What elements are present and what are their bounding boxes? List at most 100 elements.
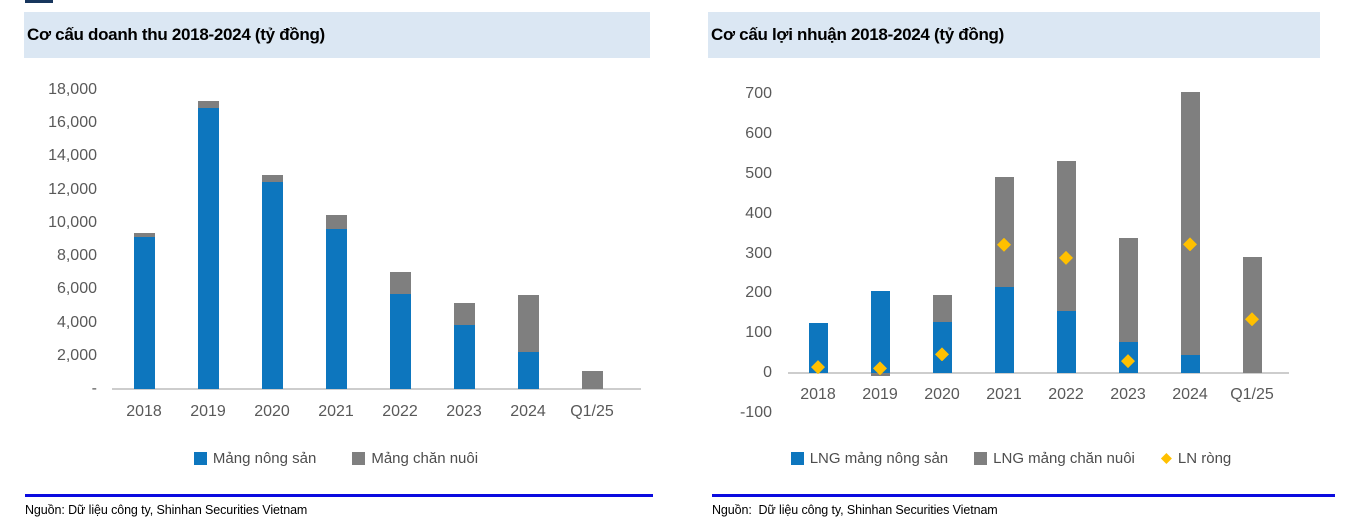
y-tick-label: 12,000 [48, 180, 97, 198]
x-tick-label: 2019 [190, 403, 226, 420]
bar-segment [1180, 354, 1200, 374]
footer-divider [712, 494, 1335, 497]
x-axis-line [788, 372, 1289, 375]
bar-segment [453, 325, 475, 389]
legend-item: Mảng chăn nuôi [352, 450, 478, 467]
legend-label: Mảng nông sản [212, 450, 317, 467]
x-tick-label: 2018 [126, 403, 162, 420]
revenue-chart-title: Cơ cấu doanh thu 2018-2024 (tỷ đồng) [27, 25, 325, 44]
legend-label: LNG mảng nông sản [809, 450, 949, 467]
bar-segment [133, 232, 155, 237]
bar-segment [808, 323, 828, 374]
net-profit-marker [1059, 250, 1073, 265]
x-tick-label: 2023 [1110, 386, 1146, 403]
net-profit-marker [811, 360, 825, 375]
y-tick-label: 700 [745, 85, 772, 102]
y-tick-label: 16,000 [48, 114, 97, 132]
net-profit-marker [873, 361, 887, 376]
bar-segment [197, 100, 219, 109]
profit-chart-title-band: Cơ cấu lợi nhuận 2018-2024 (tỷ đồng) [708, 12, 1320, 58]
net-profit-marker [935, 347, 949, 362]
x-tick-label: 2022 [1048, 386, 1084, 403]
y-tick-label: 500 [745, 164, 772, 182]
square-swatch-icon [352, 452, 366, 465]
revenue-chart-panel: Cơ cấu doanh thu 2018-2024 (tỷ đồng) - 2,… [0, 0, 672, 532]
legend-label: LN ròng [1177, 450, 1232, 467]
bar-segment [389, 271, 411, 295]
bar-segment [261, 182, 283, 389]
x-tick-label: 2018 [800, 386, 836, 403]
bar-segment [325, 228, 347, 389]
y-tick-label: 6,000 [56, 280, 97, 298]
net-profit-marker [1121, 354, 1135, 369]
legend-item: LN ròng [1160, 450, 1232, 467]
y-tick-label: 0 [763, 364, 772, 382]
profit-chart-panel: Cơ cấu lợi nhuận 2018-2024 (tỷ đồng) -10… [675, 0, 1347, 532]
bar-segment [994, 177, 1014, 287]
bar-segment [1056, 311, 1076, 374]
x-tick-label: Q1/25 [1230, 386, 1274, 403]
bar-segment [994, 286, 1014, 374]
diamond-swatch-icon [1160, 453, 1172, 464]
legend-item: Mảng nông sản [193, 450, 317, 467]
bar-segment [261, 174, 283, 183]
y-tick-label: 10,000 [48, 213, 97, 231]
bar-segment [197, 108, 219, 389]
net-profit-marker [1245, 312, 1259, 327]
profit-chart-title: Cơ cấu lợi nhuận 2018-2024 (tỷ đồng) [711, 25, 1004, 44]
bar-segment [1118, 238, 1138, 343]
square-swatch-icon [790, 452, 804, 465]
bar-segment [581, 370, 603, 389]
bar-segment [517, 295, 539, 352]
x-tick-label: 2021 [318, 403, 354, 420]
net-profit-marker [1183, 237, 1197, 252]
page-border-fragment [25, 0, 53, 3]
y-tick-label: 14,000 [48, 147, 97, 165]
profit-chart-legend: LNG mảng nông sản LNG mảng chăn nuôi LN rò… [675, 450, 1347, 467]
bar-segment [870, 291, 890, 374]
source-note: Nguồn: Dữ liệu công ty, Shinhan Securiti… [25, 503, 308, 517]
net-profit-marker [997, 237, 1011, 252]
x-tick-label: 2019 [862, 386, 898, 403]
revenue-chart-legend: Mảng nông sản Mảng chăn nuôi [0, 450, 672, 467]
x-tick-label: 2024 [1172, 386, 1208, 403]
legend-label: Mảng chăn nuôi [371, 450, 479, 467]
bar-segment [932, 295, 952, 323]
revenue-chart-title-band: Cơ cấu doanh thu 2018-2024 (tỷ đồng) [24, 12, 650, 58]
footer-divider [25, 494, 653, 497]
bar-segment [325, 215, 347, 229]
x-tick-label: 2020 [254, 403, 290, 420]
legend-item: LNG mảng nông sản [790, 450, 949, 467]
bar-segment [1056, 160, 1076, 312]
y-tick-label: 8,000 [56, 247, 97, 265]
y-tick-label: - [91, 380, 97, 397]
legend-label: LNG mảng chăn nuôi [993, 450, 1135, 467]
y-tick-label: 600 [745, 124, 772, 142]
x-tick-label: 2022 [382, 403, 418, 420]
y-tick-label: 4,000 [56, 313, 97, 331]
bar-segment [453, 303, 475, 326]
y-tick-label: 2,000 [56, 346, 97, 364]
y-tick-label: 18,000 [48, 81, 97, 98]
x-tick-label: 2023 [446, 403, 482, 420]
bar-segment [389, 294, 411, 389]
legend-item: LNG mảng chăn nuôi [974, 450, 1135, 467]
x-tick-label: Q1/25 [570, 403, 614, 420]
x-axis-line [112, 388, 641, 390]
bar-segment [133, 237, 155, 389]
square-swatch-icon [974, 452, 988, 465]
y-tick-label: 200 [745, 284, 772, 302]
square-swatch-icon [193, 452, 207, 465]
y-tick-label: 100 [745, 324, 772, 342]
y-tick-label: 400 [745, 204, 772, 222]
profit-chart: -100 0 100 200 300 400 500 600 700 2018 2019 2020 20… [675, 0, 1347, 532]
x-tick-label: 2020 [924, 386, 960, 403]
revenue-chart: - 2,000 4,000 6,000 8,000 10,000 12,000 14,000 1… [0, 0, 672, 532]
x-tick-label: 2024 [510, 403, 546, 420]
y-tick-label: -100 [739, 404, 772, 421]
bar-segment [1180, 92, 1200, 355]
bar-segment [517, 351, 539, 389]
x-tick-label: 2021 [986, 386, 1022, 403]
source-note: Nguồn: Dữ liệu công ty, Shinhan Securiti… [712, 503, 998, 517]
